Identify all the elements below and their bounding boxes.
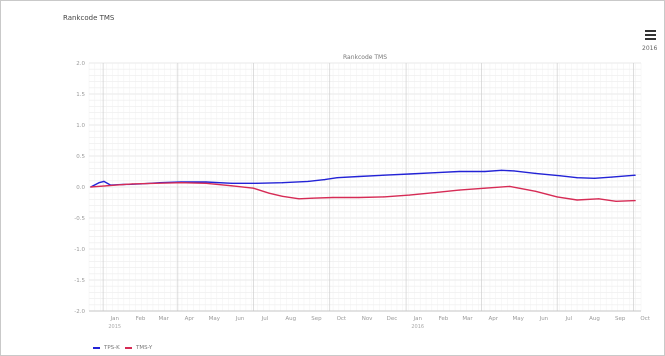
- series-point-1: [634, 200, 636, 202]
- x-tick-label: Aug: [285, 316, 296, 322]
- chart-title: Rankcode TMS: [343, 54, 387, 61]
- x-tick-label: Feb: [439, 316, 449, 322]
- series-point-0: [535, 172, 537, 174]
- x-tick-sublabel: 2016: [411, 324, 424, 330]
- x-tick-label: Mar: [462, 316, 473, 322]
- series-point-0: [324, 179, 326, 181]
- series-point-0: [336, 177, 338, 179]
- series-point-1: [154, 182, 156, 184]
- x-tick-label: Nov: [362, 316, 373, 322]
- y-tick-label: -1.5: [74, 278, 85, 284]
- y-tick-label: 0.0: [76, 185, 85, 191]
- series-point-1: [252, 187, 254, 189]
- x-tick-label: Apr: [185, 316, 195, 322]
- series-point-0: [458, 170, 460, 173]
- series-point-1: [231, 185, 233, 187]
- series-point-1: [576, 199, 578, 201]
- y-tick-label: -0.5: [74, 216, 85, 222]
- series-point-0: [358, 175, 360, 178]
- series-point-1: [458, 189, 460, 191]
- series-point-0: [576, 177, 578, 179]
- y-tick-label: 0.5: [76, 154, 85, 160]
- x-tick-label: Sep: [311, 316, 322, 322]
- series-point-0: [611, 176, 613, 178]
- series-point-0: [98, 182, 100, 184]
- x-tick-label: Oct: [337, 316, 347, 322]
- x-tick-label: Jul: [564, 316, 572, 322]
- x-tick-label: May: [512, 316, 524, 322]
- series-point-1: [298, 198, 300, 200]
- x-tick-sublabel: 2015: [108, 324, 121, 330]
- series-point-0: [513, 170, 515, 172]
- legend-swatch-0: [93, 346, 100, 349]
- series-point-1: [281, 195, 283, 197]
- x-tick-label: Jun: [539, 316, 549, 322]
- legend-item-1[interactable]: TMS-Y: [125, 345, 152, 351]
- y-tick-label: 1.0: [76, 123, 85, 129]
- series-point-0: [281, 182, 283, 184]
- y-tick-label: 2.0: [76, 61, 85, 67]
- series-point-0: [383, 174, 385, 176]
- series-point-1: [535, 190, 537, 192]
- series-point-1: [205, 182, 207, 184]
- y-tick-label: -1.0: [74, 247, 85, 253]
- series-point-1: [105, 185, 107, 187]
- x-tick-label: Dec: [387, 316, 398, 322]
- x-tick-label: Sep: [615, 316, 626, 322]
- x-tick-label: Oct: [640, 316, 650, 322]
- series-point-0: [408, 173, 410, 175]
- series-point-0: [500, 169, 503, 171]
- series-point-1: [484, 187, 486, 189]
- series-point-0: [205, 181, 207, 183]
- y-tick-label: 1.5: [76, 92, 85, 98]
- series-point-1: [434, 192, 436, 194]
- legend-label-0: TPS-K: [104, 345, 120, 351]
- x-tick-label: May: [209, 316, 221, 322]
- series-point-1: [311, 197, 313, 199]
- series-point-0: [307, 180, 309, 182]
- x-tick-label: Jun: [235, 316, 245, 322]
- x-tick-label: Jan: [109, 316, 119, 322]
- legend-item-0[interactable]: TPS-K: [93, 345, 120, 351]
- series-point-1: [90, 186, 92, 188]
- page-title: Rankcode TMS: [63, 14, 115, 22]
- series-point-0: [103, 180, 105, 182]
- series-point-1: [509, 185, 511, 187]
- y-tick-label: -2.0: [74, 309, 85, 315]
- series-point-0: [559, 175, 562, 177]
- year-label: 2016: [642, 45, 658, 52]
- series-point-1: [408, 194, 410, 196]
- x-tick-label: Aug: [589, 316, 600, 322]
- series-point-0: [593, 177, 596, 179]
- x-tick-label: Apr: [488, 316, 498, 322]
- series-point-1: [358, 196, 360, 199]
- series-point-1: [556, 196, 558, 198]
- x-tick-label: Mar: [159, 316, 170, 322]
- series-point-1: [332, 196, 334, 199]
- legend-label-1: TMS-Y: [136, 345, 153, 351]
- series-point-0: [231, 182, 233, 184]
- legend-swatch-1: [125, 346, 132, 349]
- series-line-1: [90, 182, 636, 202]
- x-tick-label: Jul: [261, 316, 269, 322]
- x-tick-label: Feb: [136, 316, 146, 322]
- series-point-0: [634, 174, 636, 176]
- series-line-0: [90, 169, 636, 188]
- series-point-1: [615, 200, 617, 202]
- series-point-0: [434, 172, 436, 174]
- series-point-1: [131, 183, 133, 185]
- x-tick-label: Jan: [412, 316, 422, 322]
- series-point-1: [268, 192, 270, 194]
- hamburger-menu-icon[interactable]: [645, 30, 656, 40]
- series-point-1: [383, 196, 385, 198]
- series-point-1: [598, 198, 600, 200]
- series-point-0: [256, 182, 258, 184]
- series-point-0: [484, 170, 486, 173]
- series-point-1: [180, 182, 182, 184]
